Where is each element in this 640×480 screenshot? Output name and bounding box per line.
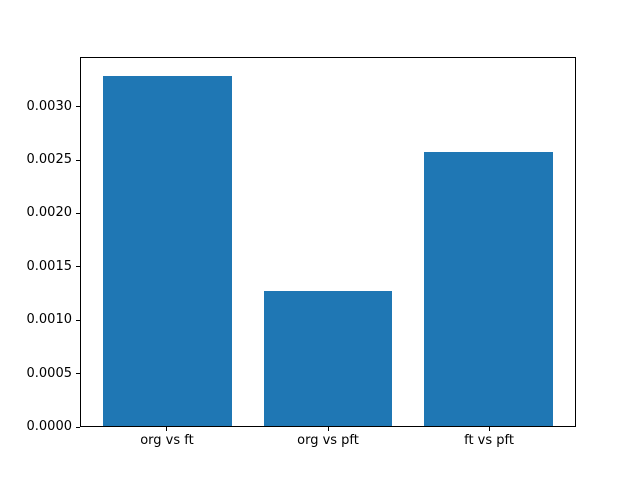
bar-org-vs-pft — [263, 291, 393, 426]
bar-org-vs-ft — [103, 75, 232, 426]
y-tick-mark — [76, 319, 80, 321]
y-tick-mark — [76, 106, 80, 108]
y-tick-label: 0.0000 — [26, 419, 73, 434]
y-tick-mark — [76, 159, 80, 161]
y-tick-label: 0.0015 — [26, 258, 73, 274]
y-tick-label: 0.0005 — [26, 365, 73, 381]
x-tick-label: org vs ft — [140, 433, 194, 448]
plot-area — [80, 57, 576, 427]
y-tick-mark — [76, 426, 80, 428]
x-tick-label: org vs pft — [297, 433, 359, 448]
y-tick-label: 0.0030 — [26, 98, 73, 114]
y-tick-label: 0.0020 — [26, 205, 73, 221]
y-tick-mark — [76, 212, 80, 214]
y-tick-mark — [76, 266, 80, 268]
y-tick-label: 0.0025 — [26, 152, 73, 168]
y-tick-mark — [76, 373, 80, 375]
x-tick-mark — [488, 427, 490, 431]
bar-ft-vs-pft — [424, 152, 553, 426]
x-tick-mark — [166, 427, 168, 431]
x-tick-label: ft vs pft — [464, 433, 514, 448]
x-tick-mark — [327, 427, 329, 431]
y-tick-label: 0.0010 — [26, 312, 73, 328]
